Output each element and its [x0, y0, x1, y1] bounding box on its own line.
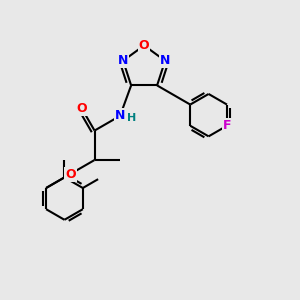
- Text: O: O: [65, 167, 76, 181]
- Text: O: O: [139, 39, 149, 52]
- Text: H: H: [127, 113, 136, 123]
- Text: F: F: [223, 119, 231, 132]
- Text: O: O: [77, 102, 87, 116]
- Text: N: N: [118, 54, 128, 67]
- Text: N: N: [115, 110, 125, 122]
- Text: N: N: [160, 54, 170, 67]
